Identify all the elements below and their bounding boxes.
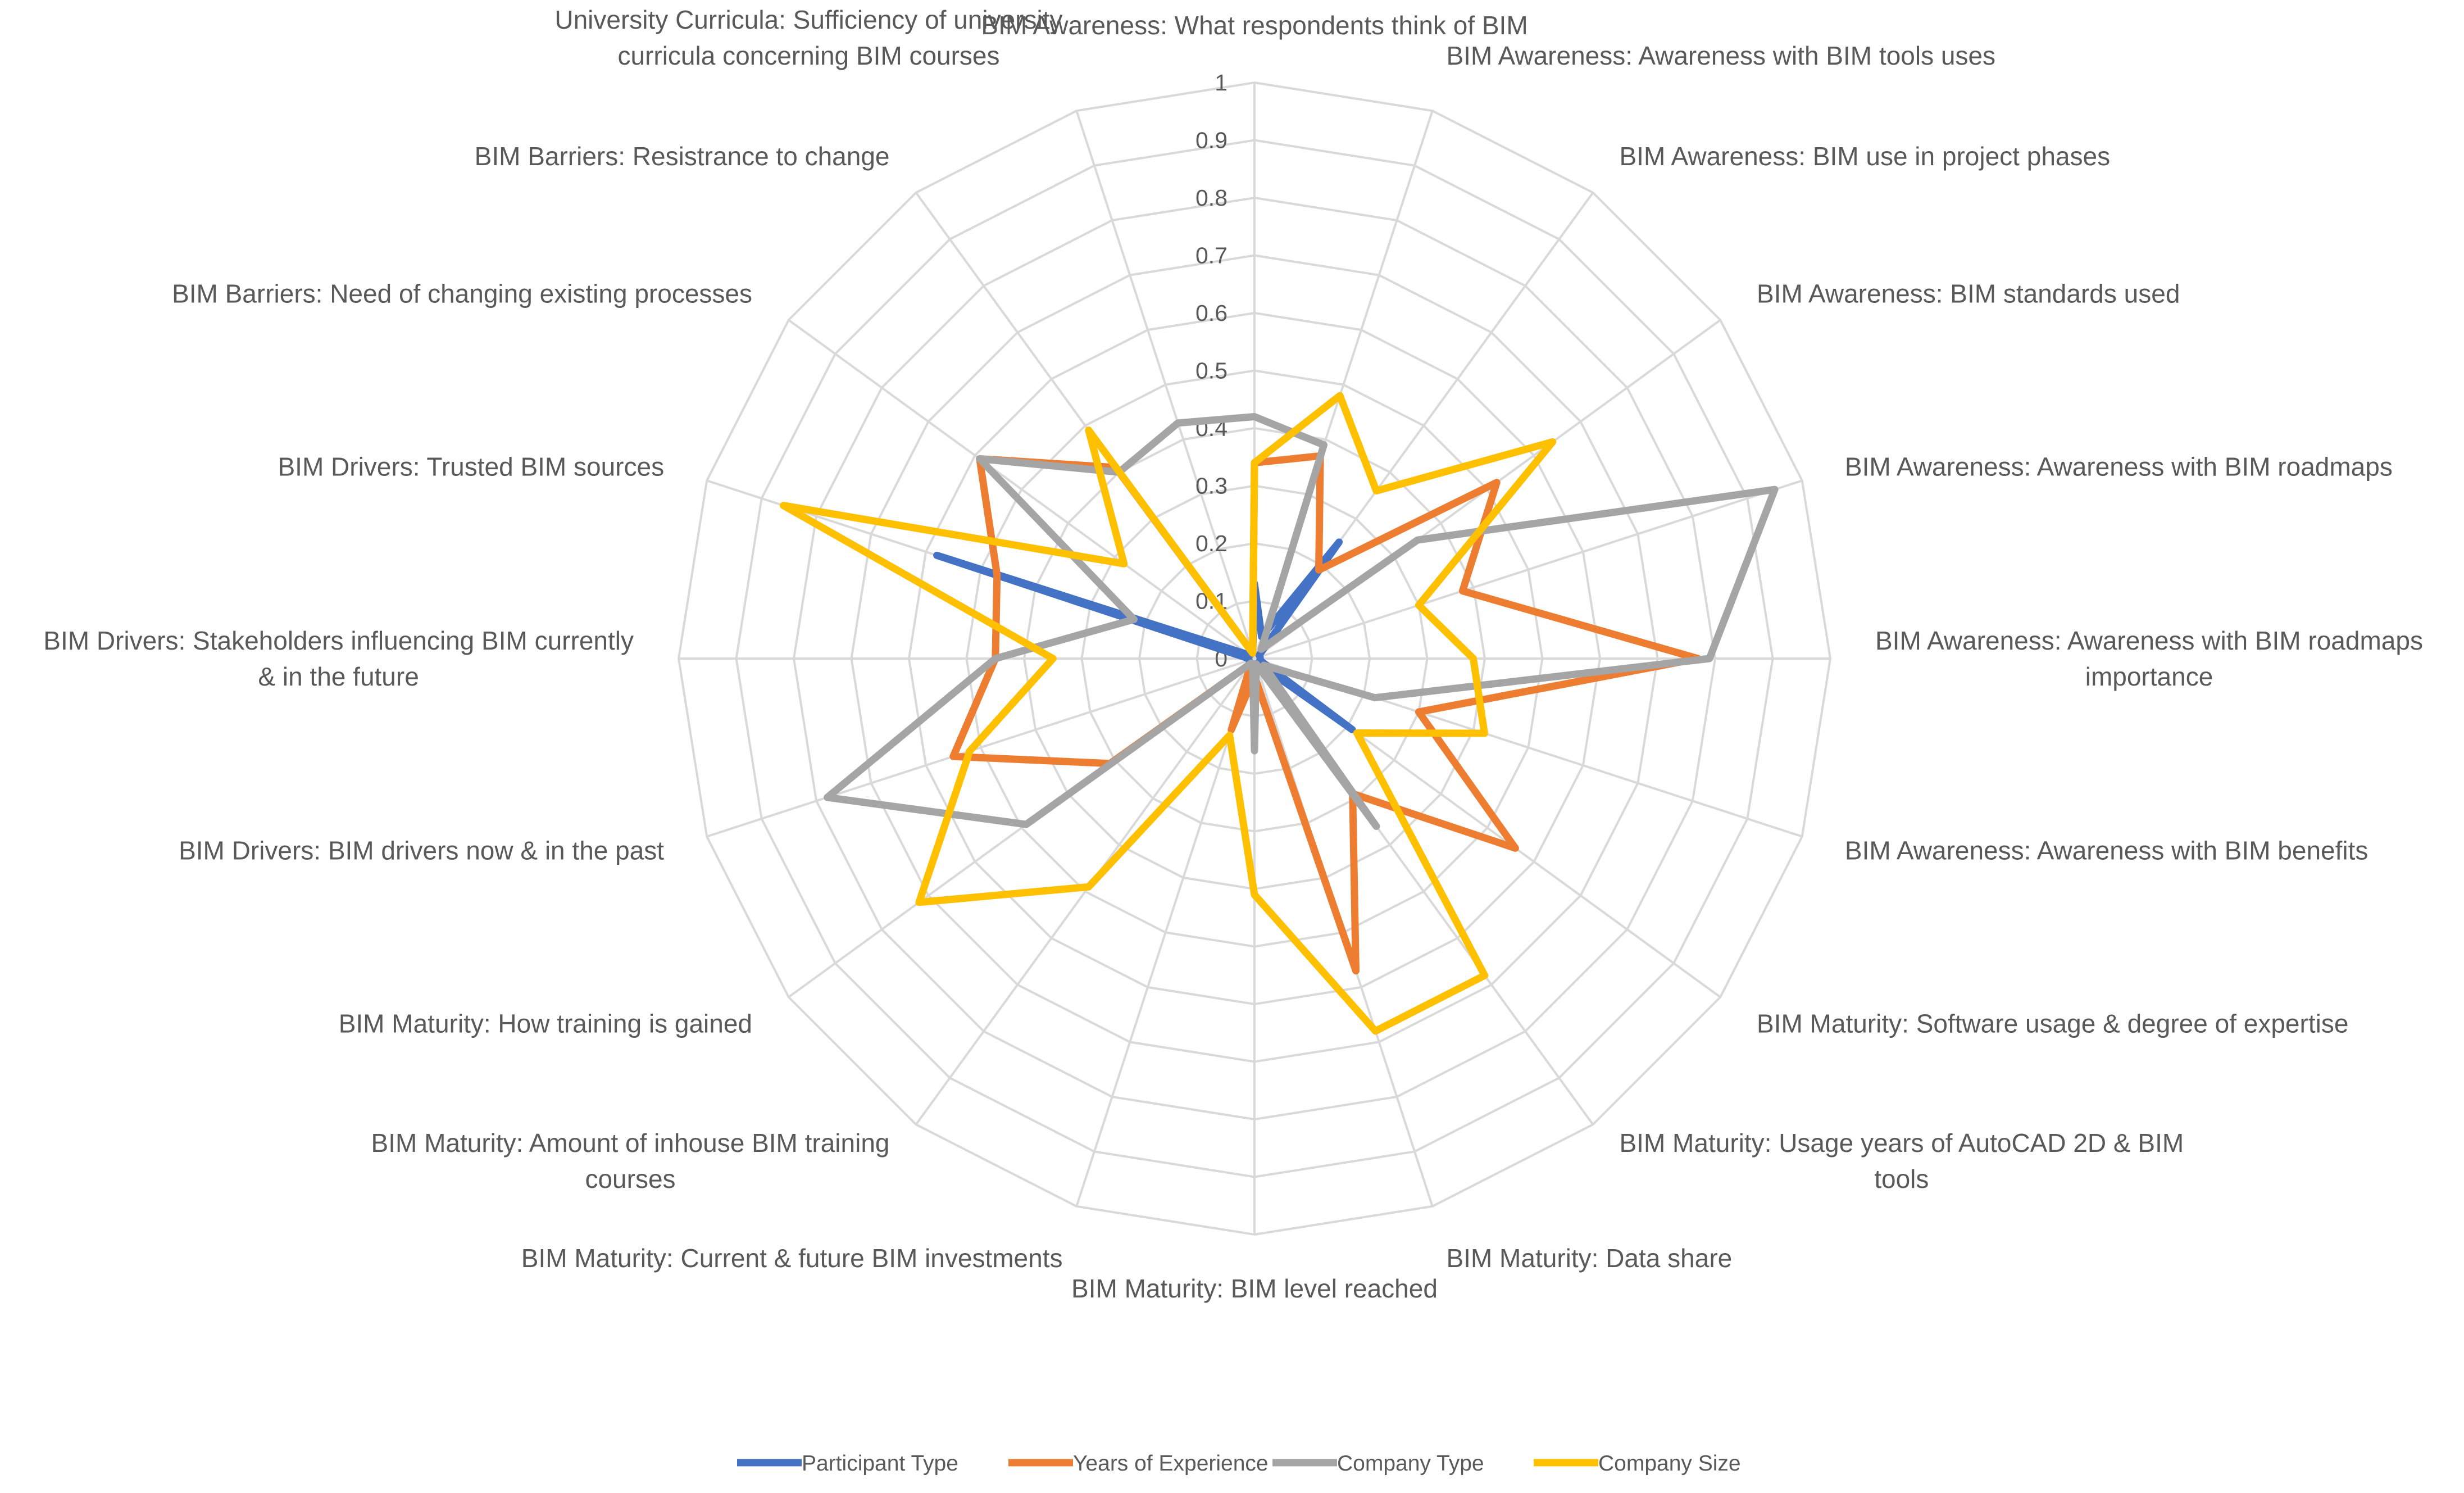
category-label: BIM Barriers: Need of changing existing …: [172, 279, 752, 308]
radar-grid: [677, 81, 1832, 1236]
legend-label: Years of Experience: [1073, 1451, 1269, 1476]
grid-spoke: [1075, 110, 1256, 659]
legend-label: Company Size: [1598, 1451, 1741, 1476]
tick-label: 1: [1215, 70, 1228, 96]
category-label: BIM Maturity: Amount of inhouse BIM trai…: [371, 1128, 890, 1194]
series-line-company-type: [824, 413, 1779, 830]
category-label: BIM Awareness: Awareness with BIM tools …: [1447, 41, 1996, 70]
tick-label: 0.6: [1195, 300, 1228, 326]
tick-label: 0.9: [1195, 128, 1228, 153]
tick-label: 0.7: [1195, 243, 1228, 269]
tick-label: 0.5: [1195, 358, 1228, 384]
legend-label: Company Type: [1337, 1451, 1484, 1476]
category-label: BIM Maturity: How training is gained: [339, 1009, 752, 1038]
category-label: BIM Maturity: BIM level reached: [1071, 1274, 1438, 1303]
grid-spoke: [1075, 658, 1256, 1207]
series-line-company-size: [780, 392, 1557, 1035]
tick-label: 0.3: [1195, 473, 1228, 499]
tick-label: 0.2: [1195, 530, 1228, 556]
category-label: BIM Awareness: Awareness with BIM roadma…: [1875, 626, 2423, 691]
category-label: BIM Awareness: BIM use in project phases: [1620, 142, 2111, 171]
category-label: BIM Awareness: Awareness with BIM roadma…: [1845, 452, 2393, 482]
category-label: BIM Awareness: What respondents think of…: [981, 11, 1528, 40]
category-label: BIM Awareness: BIM standards used: [1757, 279, 2180, 308]
grid-spoke: [706, 657, 1255, 838]
legend-label: Participant Type: [802, 1451, 958, 1476]
series-lines: [780, 392, 1779, 1035]
tick-label: 0.8: [1195, 185, 1228, 211]
category-label: BIM Drivers: Trusted BIM sources: [278, 452, 664, 482]
category-label: BIM Maturity: Software usage & degree of…: [1757, 1009, 2348, 1038]
category-labels: BIM Awareness: What respondents think of…: [43, 5, 2423, 1303]
category-label: BIM Maturity: Usage years of AutoCAD 2D …: [1620, 1128, 2184, 1194]
category-label: BIM Maturity: Current & future BIM inves…: [521, 1244, 1063, 1273]
category-label: BIM Maturity: Data share: [1447, 1244, 1733, 1273]
category-label: BIM Awareness: Awareness with BIM benefi…: [1845, 836, 2368, 865]
grid-spoke: [1254, 479, 1803, 660]
category-label: BIM Barriers: Resistrance to change: [475, 142, 890, 171]
grid-spoke: [788, 319, 1256, 660]
grid-spoke: [915, 657, 1256, 1126]
category-label: BIM Drivers: Stakeholders influencing BI…: [43, 626, 634, 691]
category-label: BIM Drivers: BIM drivers now & in the pa…: [179, 836, 664, 865]
category-label: University Curricula: Sufficiency of uni…: [554, 5, 1062, 70]
legend: Participant Type Years of Experience Compa…: [737, 1451, 1741, 1476]
